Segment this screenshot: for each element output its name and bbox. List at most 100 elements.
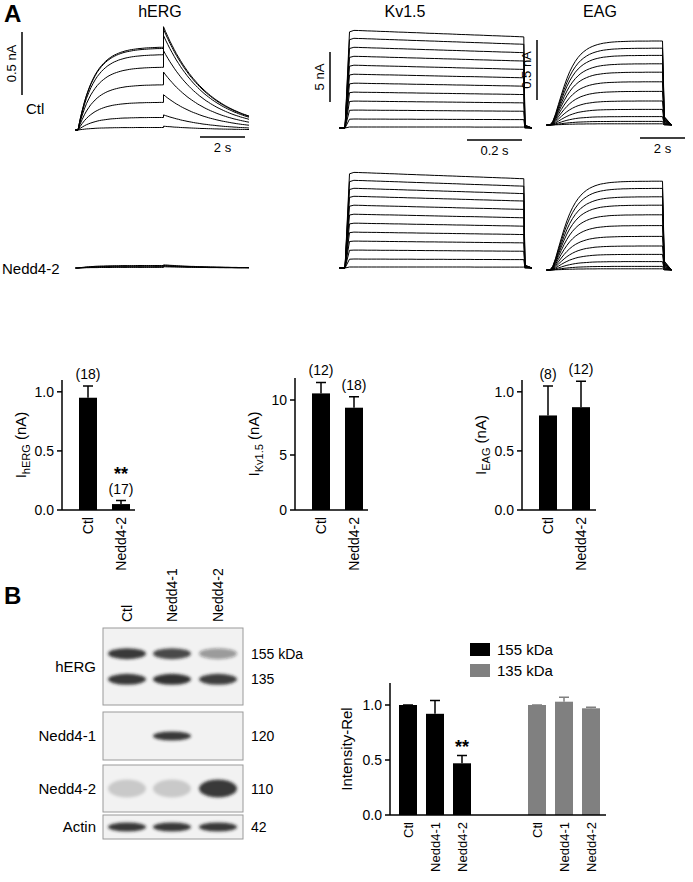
y-tick xyxy=(290,454,295,456)
error-bar xyxy=(586,707,596,708)
figure: ABCtlNedd4-2hERG0.5 nA2 sKv1.55 nA0.2 sE… xyxy=(0,0,693,882)
legend-swatch xyxy=(470,643,490,656)
current-trace xyxy=(340,205,533,268)
error-bar xyxy=(559,697,569,701)
current-trace xyxy=(340,223,533,268)
kda-label: 155 kDa xyxy=(251,646,303,662)
trace-title: hERG xyxy=(138,3,182,20)
x-axis xyxy=(295,509,368,511)
y-label: Intensity-Rel xyxy=(338,707,355,790)
trace-title: Kv1.5 xyxy=(385,3,426,20)
current-trace xyxy=(547,101,672,125)
current-trace xyxy=(547,181,672,270)
current-trace xyxy=(340,188,533,268)
current-trace xyxy=(340,101,533,128)
bar xyxy=(312,393,330,510)
blot-box xyxy=(103,765,243,812)
current-trace xyxy=(340,241,533,268)
y-tick xyxy=(385,814,390,816)
current-trace xyxy=(340,250,533,268)
blot-band xyxy=(153,823,191,832)
category-label: Nedd4-2 xyxy=(346,517,362,571)
error-bar xyxy=(532,704,542,706)
x-axis xyxy=(62,509,135,511)
current-trace xyxy=(340,83,533,128)
y-tick xyxy=(57,509,62,511)
y-tick xyxy=(290,509,295,511)
category-label: Nedd4-1 xyxy=(428,822,443,872)
current-trace xyxy=(75,115,249,130)
category-label: Nedd4-2 xyxy=(455,822,470,872)
error-bar xyxy=(576,381,586,407)
current-trace xyxy=(547,48,672,125)
y-tick-label: 0.0 xyxy=(35,502,55,518)
blot-box xyxy=(103,815,243,839)
current-trace xyxy=(547,215,672,270)
category-label: Nedd4-1 xyxy=(557,822,572,872)
current-trace xyxy=(547,266,672,270)
blot-band xyxy=(199,648,237,659)
current-trace xyxy=(340,30,533,128)
current-trace xyxy=(340,56,533,128)
bar xyxy=(528,705,546,815)
trace-title: EAG xyxy=(583,3,617,20)
blot-box xyxy=(103,628,243,705)
kda-label: 110 xyxy=(251,781,274,797)
current-trace xyxy=(75,36,249,131)
bar xyxy=(345,408,363,510)
current-trace xyxy=(547,121,672,125)
current-trace xyxy=(547,197,672,270)
current-trace xyxy=(340,232,533,268)
scale-label: 2 s xyxy=(214,140,232,155)
y-tick xyxy=(290,399,295,401)
y-label-main: Intensity-Rel xyxy=(338,707,355,790)
lane-label: Nedd4-1 xyxy=(164,568,180,622)
y-tick-label: 10 xyxy=(271,392,287,408)
y-tick xyxy=(517,450,522,452)
current-trace xyxy=(75,126,249,130)
trace-group xyxy=(340,30,533,268)
y-label: IhERG (nA) xyxy=(12,412,32,479)
category-label: Ctl xyxy=(540,517,556,534)
kda-label: 42 xyxy=(251,819,267,835)
category-label: Ctl xyxy=(80,517,96,534)
scale-bar-time xyxy=(467,139,522,141)
current-trace xyxy=(340,172,533,268)
bar xyxy=(399,705,417,815)
current-trace xyxy=(340,180,533,268)
y-label: IKv1.5 (nA) xyxy=(245,412,265,477)
scale-bar-time xyxy=(640,137,685,139)
blot-band xyxy=(108,648,146,659)
y-tick-label: 0.0 xyxy=(495,502,515,518)
marks xyxy=(312,382,363,510)
current-trace xyxy=(340,127,533,128)
error-bar xyxy=(403,704,413,706)
scale-label: 0.2 s xyxy=(480,143,509,158)
blot-band xyxy=(153,674,191,685)
significance: ** xyxy=(455,737,469,757)
current-trace xyxy=(547,254,672,270)
current-trace xyxy=(547,82,672,125)
n-label: (18) xyxy=(342,377,367,393)
current-trace xyxy=(340,92,533,128)
scale-bar-current xyxy=(329,52,331,102)
y-axis xyxy=(389,683,391,815)
x-axis xyxy=(390,814,606,816)
row-label: Ctl xyxy=(26,100,44,117)
error-bar xyxy=(457,756,467,764)
significance: ** xyxy=(114,464,128,484)
lane-label: Ctl xyxy=(119,605,135,622)
blot-band xyxy=(108,732,146,741)
bar-chart: 0.00.51.0IhERG (nA)CtlNedd4-2(18)(17)** xyxy=(12,366,135,571)
blot-band xyxy=(153,732,191,741)
current-trace xyxy=(547,246,672,270)
bar xyxy=(426,714,444,815)
y-tick xyxy=(517,509,522,511)
current-trace xyxy=(75,27,249,130)
blot-band xyxy=(199,674,237,685)
scale-bar-current xyxy=(536,40,538,100)
current-trace xyxy=(340,65,533,128)
category-label: Nedd4-2 xyxy=(584,822,599,872)
y-tick xyxy=(385,759,390,761)
bar xyxy=(79,398,97,510)
